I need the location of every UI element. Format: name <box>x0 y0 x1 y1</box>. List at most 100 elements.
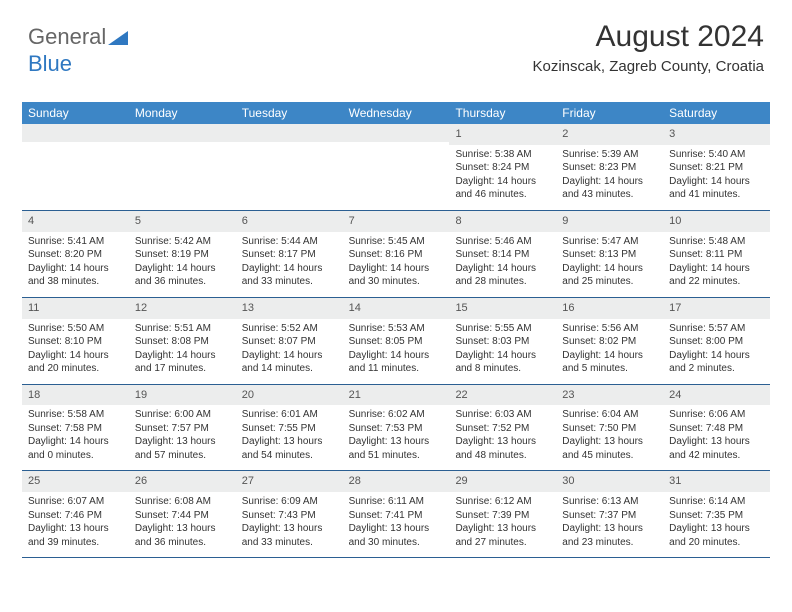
logo-text-general: General <box>28 24 106 49</box>
day-number: 19 <box>129 385 236 406</box>
day-details <box>343 142 450 204</box>
calendar-week-row: 25Sunrise: 6:07 AMSunset: 7:46 PMDayligh… <box>22 471 770 558</box>
day-details: Sunrise: 5:51 AMSunset: 8:08 PMDaylight:… <box>129 319 236 384</box>
sunrise-text: Sunrise: 5:57 AM <box>669 322 764 336</box>
logo-text-blue: Blue <box>28 51 72 76</box>
daylight-text: Daylight: 13 hours and 45 minutes. <box>562 435 657 462</box>
sunset-text: Sunset: 8:16 PM <box>349 248 444 262</box>
calendar-day-cell: 17 Sunrise: 5:57 AMSunset: 8:00 PMDayligh… <box>663 298 770 384</box>
calendar-day-cell: 18Sunrise: 5:58 AMSunset: 7:58 PMDayligh… <box>22 385 129 471</box>
sunset-text: Sunset: 8:08 PM <box>135 335 230 349</box>
sunset-text: Sunset: 8:07 PM <box>242 335 337 349</box>
daylight-text: Daylight: 14 hours and 41 minutes. <box>669 175 764 202</box>
weekday-header: Saturday <box>663 102 770 124</box>
day-details <box>129 142 236 204</box>
day-number: 11 <box>22 298 129 319</box>
calendar-day-cell: 2Sunrise: 5:39 AMSunset: 8:23 PMDaylight… <box>556 124 663 210</box>
day-number: 18 <box>22 385 129 406</box>
sunrise-text: Sunrise: 5:40 AM <box>669 148 764 162</box>
daylight-text: Daylight: 14 hours and 36 minutes. <box>135 262 230 289</box>
sunrise-text: Sunrise: 6:04 AM <box>562 408 657 422</box>
sunrise-text: Sunrise: 6:02 AM <box>349 408 444 422</box>
daylight-text: Daylight: 14 hours and 28 minutes. <box>455 262 550 289</box>
daylight-text: Daylight: 14 hours and 14 minutes. <box>242 349 337 376</box>
brand-logo: General Blue <box>28 24 128 77</box>
calendar-day-cell: 4Sunrise: 5:41 AMSunset: 8:20 PMDaylight… <box>22 211 129 297</box>
sunset-text: Sunset: 7:52 PM <box>455 422 550 436</box>
calendar-week-row: 1Sunrise: 5:38 AMSunset: 8:24 PMDaylight… <box>22 124 770 211</box>
day-number: 1 <box>449 124 556 145</box>
day-details: Sunrise: 5:47 AMSunset: 8:13 PMDaylight:… <box>556 232 663 297</box>
sunrise-text: Sunrise: 5:58 AM <box>28 408 123 422</box>
sunset-text: Sunset: 7:41 PM <box>349 509 444 523</box>
daylight-text: Daylight: 14 hours and 0 minutes. <box>28 435 123 462</box>
location-subtitle: Kozinscak, Zagreb County, Croatia <box>533 58 765 75</box>
weekday-header: Sunday <box>22 102 129 124</box>
calendar-day-cell: 26Sunrise: 6:08 AMSunset: 7:44 PMDayligh… <box>129 471 236 557</box>
sunrise-text: Sunrise: 5:52 AM <box>242 322 337 336</box>
day-number: 3 <box>663 124 770 145</box>
day-number: 20 <box>236 385 343 406</box>
day-number: 15 <box>449 298 556 319</box>
day-details: Sunrise: 6:13 AMSunset: 7:37 PMDaylight:… <box>556 492 663 557</box>
sunset-text: Sunset: 7:37 PM <box>562 509 657 523</box>
day-details: Sunrise: 5:56 AMSunset: 8:02 PMDaylight:… <box>556 319 663 384</box>
calendar-day-cell: 22Sunrise: 6:03 AMSunset: 7:52 PMDayligh… <box>449 385 556 471</box>
day-details: Sunrise: 6:07 AMSunset: 7:46 PMDaylight:… <box>22 492 129 557</box>
day-number <box>236 124 343 142</box>
day-number: 17 <box>663 298 770 319</box>
calendar-week-row: 18Sunrise: 5:58 AMSunset: 7:58 PMDayligh… <box>22 385 770 472</box>
calendar-day-cell: 19Sunrise: 6:00 AMSunset: 7:57 PMDayligh… <box>129 385 236 471</box>
sunset-text: Sunset: 8:20 PM <box>28 248 123 262</box>
day-details: Sunrise: 5:44 AMSunset: 8:17 PMDaylight:… <box>236 232 343 297</box>
day-number: 4 <box>22 211 129 232</box>
day-details: Sunrise: 6:12 AMSunset: 7:39 PMDaylight:… <box>449 492 556 557</box>
day-number: 21 <box>343 385 450 406</box>
day-number: 9 <box>556 211 663 232</box>
sunset-text: Sunset: 8:14 PM <box>455 248 550 262</box>
day-number: 13 <box>236 298 343 319</box>
day-details: Sunrise: 5:48 AMSunset: 8:11 PMDaylight:… <box>663 232 770 297</box>
sunrise-text: Sunrise: 6:12 AM <box>455 495 550 509</box>
daylight-text: Daylight: 13 hours and 20 minutes. <box>669 522 764 549</box>
daylight-text: Daylight: 14 hours and 2 minutes. <box>669 349 764 376</box>
calendar-day-cell: 28Sunrise: 6:11 AMSunset: 7:41 PMDayligh… <box>343 471 450 557</box>
daylight-text: Daylight: 13 hours and 51 minutes. <box>349 435 444 462</box>
day-number: 5 <box>129 211 236 232</box>
weekday-header: Friday <box>556 102 663 124</box>
day-details: Sunrise: 6:11 AMSunset: 7:41 PMDaylight:… <box>343 492 450 557</box>
weekday-header: Wednesday <box>343 102 450 124</box>
calendar-week-row: 11Sunrise: 5:50 AMSunset: 8:10 PMDayligh… <box>22 298 770 385</box>
daylight-text: Daylight: 13 hours and 39 minutes. <box>28 522 123 549</box>
day-number <box>22 124 129 142</box>
daylight-text: Daylight: 13 hours and 54 minutes. <box>242 435 337 462</box>
sunset-text: Sunset: 8:10 PM <box>28 335 123 349</box>
daylight-text: Daylight: 14 hours and 17 minutes. <box>135 349 230 376</box>
sunset-text: Sunset: 8:24 PM <box>455 161 550 175</box>
day-number <box>129 124 236 142</box>
daylight-text: Daylight: 13 hours and 27 minutes. <box>455 522 550 549</box>
sunrise-text: Sunrise: 5:41 AM <box>28 235 123 249</box>
day-number: 2 <box>556 124 663 145</box>
sunset-text: Sunset: 7:39 PM <box>455 509 550 523</box>
sunset-text: Sunset: 8:21 PM <box>669 161 764 175</box>
sunrise-text: Sunrise: 6:01 AM <box>242 408 337 422</box>
sunrise-text: Sunrise: 6:07 AM <box>28 495 123 509</box>
sunrise-text: Sunrise: 6:14 AM <box>669 495 764 509</box>
sunrise-text: Sunrise: 5:53 AM <box>349 322 444 336</box>
day-number: 30 <box>556 471 663 492</box>
calendar-day-cell: 7Sunrise: 5:45 AMSunset: 8:16 PMDaylight… <box>343 211 450 297</box>
day-number: 22 <box>449 385 556 406</box>
sunset-text: Sunset: 8:00 PM <box>669 335 764 349</box>
sunset-text: Sunset: 7:53 PM <box>349 422 444 436</box>
sunset-text: Sunset: 7:50 PM <box>562 422 657 436</box>
weekday-header: Monday <box>129 102 236 124</box>
day-number: 27 <box>236 471 343 492</box>
sunset-text: Sunset: 7:43 PM <box>242 509 337 523</box>
calendar-day-cell: 16Sunrise: 5:56 AMSunset: 8:02 PMDayligh… <box>556 298 663 384</box>
day-details <box>236 142 343 204</box>
day-number: 29 <box>449 471 556 492</box>
day-details: Sunrise: 5:38 AMSunset: 8:24 PMDaylight:… <box>449 145 556 210</box>
sunset-text: Sunset: 8:13 PM <box>562 248 657 262</box>
calendar-day-cell: 10Sunrise: 5:48 AMSunset: 8:11 PMDayligh… <box>663 211 770 297</box>
